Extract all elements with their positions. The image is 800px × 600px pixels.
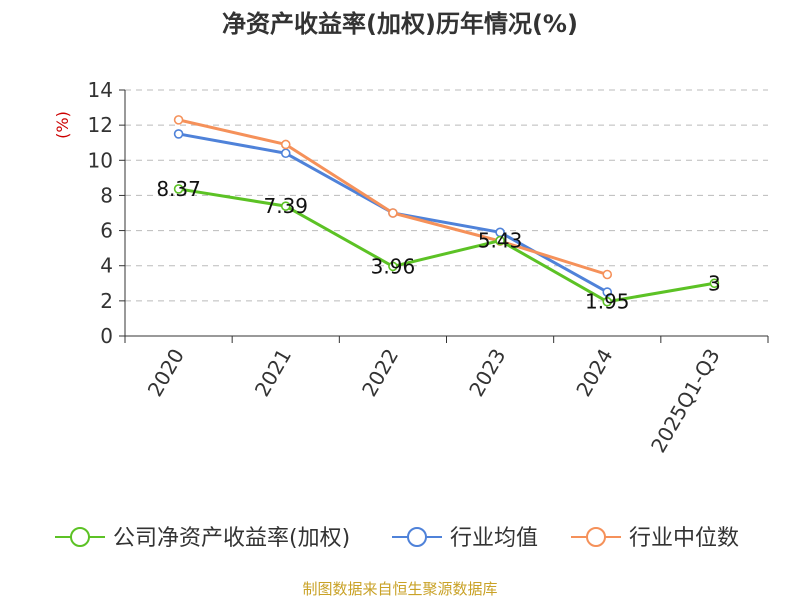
chart-title: 净资产收益率(加权)历年情况(%) [222, 10, 578, 38]
legend-item-2: 行业中位数 [571, 526, 739, 551]
legend-marker [70, 527, 90, 547]
source-note: 制图数据来自恒生聚源数据库 [302, 580, 497, 598]
x-tick-label: 2021 [250, 345, 296, 401]
y-tick-label: 10 [88, 148, 113, 172]
y-tick-label: 4 [100, 254, 113, 278]
legend-label: 公司净资产收益率(加权) [113, 526, 350, 551]
legend-marker [407, 527, 427, 547]
x-tick-label: 2022 [357, 345, 403, 401]
data-point [709, 278, 720, 289]
data-point [602, 296, 613, 307]
data-point [280, 139, 291, 150]
data-label: 1.95 [585, 290, 630, 314]
x-tick-label: 2024 [571, 345, 617, 401]
data-point [173, 129, 184, 139]
data-label: 8.37 [156, 177, 201, 201]
y-tick-label: 8 [100, 183, 113, 207]
data-point [602, 287, 613, 297]
x-tick-label: 2020 [143, 345, 189, 401]
series-line [178, 118, 608, 276]
legend-item-1: 行业均值 [392, 526, 538, 551]
y-tick-label: 12 [88, 113, 113, 137]
data-label: 5.43 [478, 229, 523, 253]
legend: 公司净资产收益率(加权) 行业均值 行业中位数 [55, 526, 739, 551]
legend-marker [586, 527, 606, 547]
x-tick-label: 2025Q1-Q3 [646, 345, 725, 457]
legend-label: 行业中位数 [629, 526, 739, 551]
y-axis-label: (%) [53, 111, 72, 139]
legend-item-0: 公司净资产收益率(加权) [55, 526, 350, 551]
y-tick-label: 2 [100, 289, 113, 313]
data-label: 3.96 [371, 254, 416, 278]
data-labels: 8.37 7.39 3.96 5.43 1.95 3 [156, 177, 720, 314]
data-label: 7.39 [263, 194, 308, 218]
x-tick-label: 2023 [464, 345, 510, 401]
y-tick-label: 6 [100, 219, 113, 243]
data-point [495, 235, 505, 246]
data-point [173, 115, 184, 125]
series-0 [173, 184, 720, 307]
data-point [280, 201, 291, 211]
y-tick-label: 0 [100, 324, 113, 348]
data-point [388, 261, 398, 272]
data-point [173, 184, 184, 194]
axes: 0 2 4 6 8 10 12 14 2020 2021 2022 2023 2024 2025Q1-Q3 [88, 78, 769, 457]
data-label: 3 [708, 271, 721, 295]
series-layer [173, 115, 720, 307]
data-point [388, 208, 398, 218]
data-point [602, 269, 613, 280]
series-line [178, 187, 715, 304]
data-point [280, 148, 291, 159]
grid-lines [125, 89, 768, 302]
y-tick-label: 14 [88, 78, 113, 102]
legend-label: 行业均值 [450, 526, 538, 551]
